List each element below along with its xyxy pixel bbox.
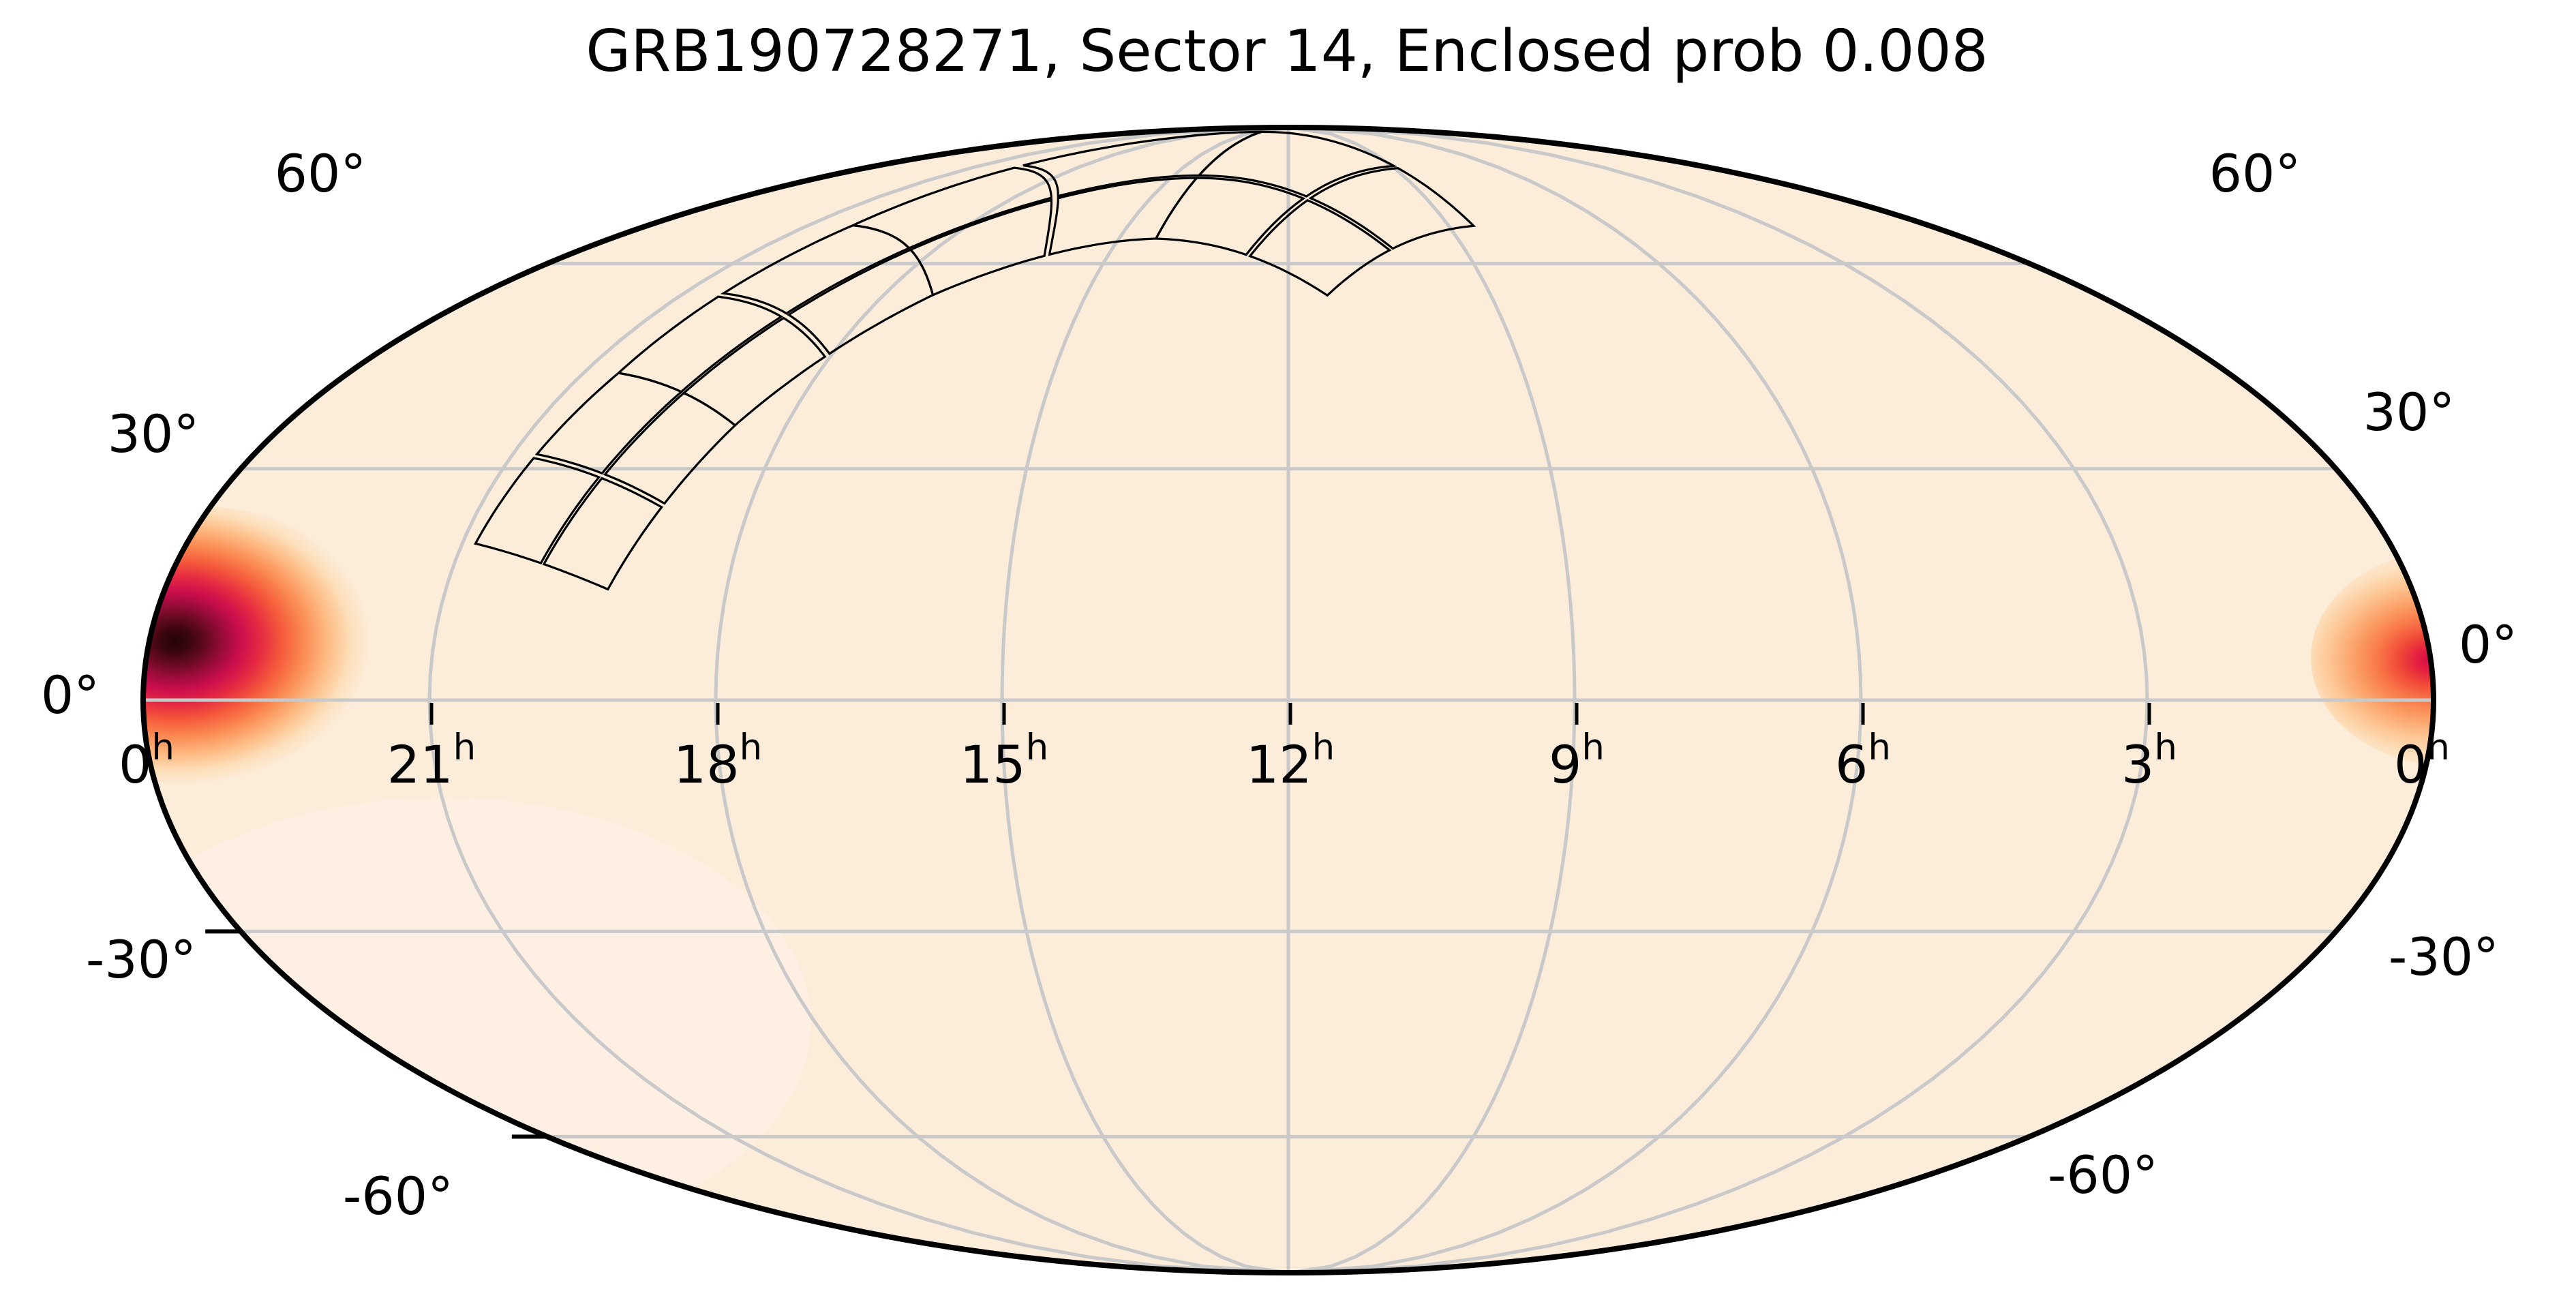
dec-tick-label: -60° <box>2048 1145 2158 1205</box>
figure-title: GRB190728271, Sector 14, Enclosed prob 0… <box>586 18 1988 85</box>
graticule-meridian <box>1288 125 1863 1275</box>
tess-footprint-ccd <box>1196 130 1398 198</box>
ra-tick-label: 6h <box>1835 727 1891 795</box>
ra-tick-label: 0h <box>2394 727 2450 795</box>
map-outline <box>140 125 2436 1275</box>
dec-tick-label: 60° <box>2209 143 2301 204</box>
ra-tick-label: 3h <box>2121 727 2177 795</box>
tess-footprint-ccd <box>909 198 1053 297</box>
tess-footprint-ccd <box>682 316 827 427</box>
graticule-meridian <box>1000 125 1289 1275</box>
tess-footprint-ccd <box>474 457 601 565</box>
dec-tick-label: -30° <box>86 929 196 990</box>
graticule-meridian <box>427 125 1289 1275</box>
probability-hotspots <box>143 507 2434 786</box>
ra-tick-label: 21h <box>387 727 476 795</box>
hotspot-right <box>2311 549 2434 767</box>
hotspot-left <box>143 507 385 786</box>
dec-tick-label: -30° <box>2389 926 2499 987</box>
tess-footprint-ccd <box>849 166 1052 250</box>
axis-labels: 0h 21h 18h 15h 12h 9h 6h 3h 0h 60° 30° 0° -30° -60° 60… <box>41 143 2517 1226</box>
tess-footprint-ccd <box>1154 177 1306 256</box>
ra-tick-label: 9h <box>1549 727 1605 795</box>
ra-tick-label: 18h <box>673 727 762 795</box>
tess-footprint-ccd <box>542 477 664 591</box>
ra-tick-label: 15h <box>960 727 1048 795</box>
ra-tick-label: 0h <box>119 727 175 795</box>
dec-tick-label: -60° <box>343 1166 453 1226</box>
ra-tick-label: 12h <box>1246 727 1335 795</box>
tess-footprint-ccd <box>1308 166 1476 250</box>
dec-tick-label: 0° <box>41 665 100 725</box>
tess-footprint-ccd <box>1248 198 1392 297</box>
dec-tick-label: 0° <box>2459 614 2517 675</box>
dec-tick-label: 60° <box>275 143 367 204</box>
graticule-meridian <box>1288 125 2149 1275</box>
dec-tick-label: 30° <box>108 404 200 464</box>
dec-tick-label: 30° <box>2363 382 2455 442</box>
tess-footprint-ccd <box>616 295 784 393</box>
graticule-meridian <box>1288 125 1577 1275</box>
graticule-meridian <box>714 125 1289 1275</box>
